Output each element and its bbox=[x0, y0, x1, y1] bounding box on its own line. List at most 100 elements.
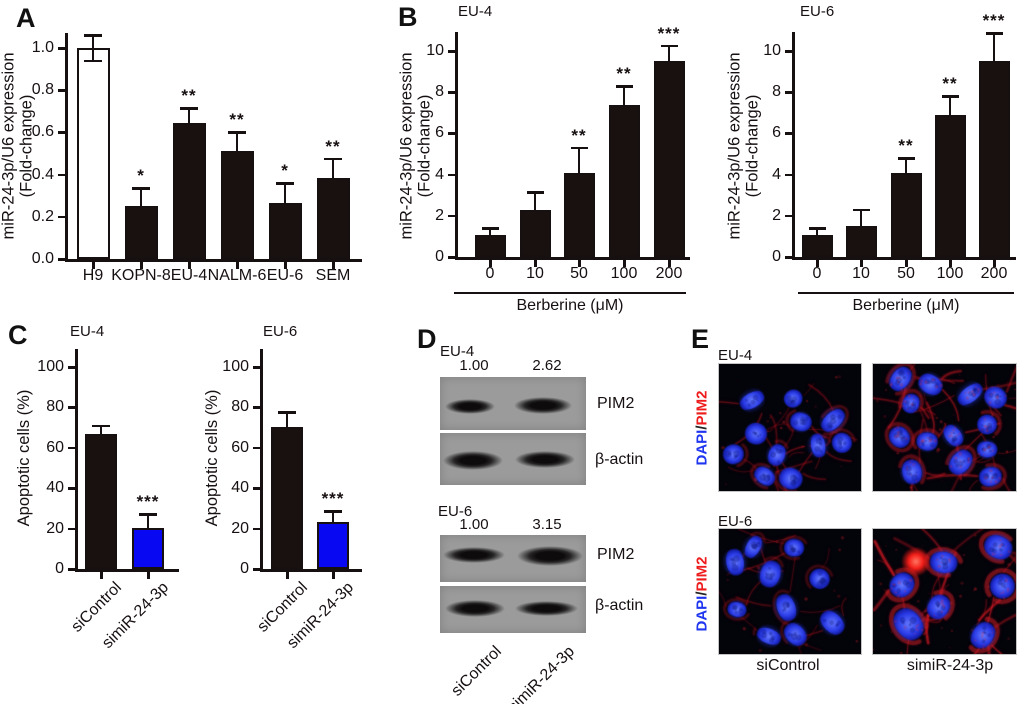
error-bar bbox=[332, 511, 334, 522]
y-tick bbox=[253, 568, 260, 571]
y-axis bbox=[75, 348, 78, 572]
x-tick bbox=[147, 572, 150, 579]
bar-NALM-6 bbox=[220, 151, 254, 259]
y-tick bbox=[58, 47, 65, 50]
x-tick bbox=[668, 260, 671, 267]
y-tick-label: 8 bbox=[772, 83, 781, 101]
y-tick bbox=[448, 214, 455, 218]
y-tick-label: 10 bbox=[763, 42, 781, 59]
micrograph-eu4-simir-24-3p bbox=[872, 363, 1017, 492]
error-cap bbox=[852, 208, 870, 212]
bar-10 bbox=[519, 209, 551, 257]
x-tick-label: 100 bbox=[610, 265, 638, 282]
column-label-sicontrol: siControl bbox=[756, 657, 820, 674]
blot-label: β-actin bbox=[595, 597, 644, 614]
error-bar bbox=[534, 192, 536, 210]
blot-eu6-pim2 bbox=[440, 535, 586, 582]
bar-simiR-24-3p bbox=[317, 521, 349, 569]
x-tick bbox=[949, 260, 952, 267]
y-tick-label: 0.4 bbox=[31, 165, 54, 183]
y-tick-label: 80 bbox=[46, 398, 64, 416]
y-tick bbox=[58, 173, 65, 177]
error-bar bbox=[188, 108, 190, 123]
panel-a-label: A bbox=[16, 3, 36, 33]
protein-band bbox=[443, 547, 505, 563]
error-cap bbox=[92, 424, 110, 428]
protein-band bbox=[443, 450, 503, 470]
error-bar bbox=[860, 209, 862, 227]
x-tick bbox=[332, 572, 335, 579]
blot-label: β-actin bbox=[595, 451, 644, 468]
error-cap bbox=[615, 85, 633, 88]
significance-marker: *** bbox=[657, 23, 681, 43]
x-tick bbox=[816, 260, 819, 267]
significance-marker: * bbox=[281, 161, 289, 181]
y-tick bbox=[785, 132, 792, 135]
y-tick bbox=[253, 527, 260, 531]
y-tick bbox=[58, 89, 65, 92]
x-tick bbox=[332, 262, 335, 269]
y-tick bbox=[68, 446, 75, 450]
y-tick-label: 100 bbox=[37, 358, 64, 375]
x-tick bbox=[860, 260, 863, 267]
significance-marker: ** bbox=[898, 136, 914, 156]
error-bar bbox=[140, 188, 142, 207]
x-tick bbox=[489, 260, 492, 267]
x-tick-label: 0 bbox=[485, 265, 495, 282]
x-tick-label: EU-4 bbox=[170, 267, 208, 284]
y-tick bbox=[58, 215, 65, 219]
y-tick-label: 10 bbox=[426, 42, 444, 59]
bar-siControl bbox=[85, 433, 117, 569]
x-tick-label: 10 bbox=[852, 265, 870, 282]
panel-d-label: D bbox=[417, 324, 437, 354]
protein-band bbox=[514, 396, 572, 414]
y-tick bbox=[448, 132, 455, 135]
error-cap bbox=[84, 34, 102, 37]
chart-title: EU-4 bbox=[458, 3, 493, 20]
y-tick bbox=[68, 406, 75, 409]
y-tick-label: 8 bbox=[435, 83, 444, 101]
y-tick-label: 2 bbox=[435, 206, 444, 224]
y-tick bbox=[448, 256, 455, 259]
column-label-simir: simiR-24-3p bbox=[906, 657, 994, 674]
panel-e-label: E bbox=[691, 324, 710, 354]
error-bar bbox=[816, 228, 818, 236]
y-tick-label: 0.6 bbox=[31, 123, 54, 141]
x-group-line bbox=[798, 292, 1014, 294]
error-cap bbox=[570, 146, 588, 150]
error-bar bbox=[905, 158, 907, 173]
error-cap bbox=[985, 32, 1003, 35]
blot-eu4-pim2 bbox=[440, 377, 586, 430]
y-tick bbox=[68, 527, 75, 531]
y-tick bbox=[785, 214, 792, 218]
x-group-line bbox=[454, 292, 686, 294]
y-tick bbox=[253, 366, 260, 369]
x-axis bbox=[65, 259, 362, 262]
y-tick bbox=[253, 406, 260, 409]
dapi-label: DAPI bbox=[693, 595, 711, 632]
x-tick bbox=[188, 262, 191, 269]
y-tick bbox=[253, 487, 260, 490]
x-tick-label: 200 bbox=[655, 265, 683, 282]
blot-cellline-eu6: EU-6 bbox=[438, 503, 473, 520]
significance-marker: * bbox=[137, 166, 145, 186]
y-axis bbox=[260, 348, 263, 572]
bar-200 bbox=[978, 61, 1010, 257]
y-tick bbox=[68, 487, 75, 490]
error-cap bbox=[139, 513, 157, 516]
error-bar bbox=[332, 158, 334, 178]
y-tick bbox=[448, 50, 455, 53]
y-axis bbox=[65, 33, 68, 262]
x-tick bbox=[236, 262, 239, 269]
y-axis bbox=[792, 32, 795, 260]
bar-0 bbox=[801, 235, 833, 257]
error-cap bbox=[324, 510, 342, 513]
y-tick bbox=[785, 173, 792, 177]
protein-band bbox=[517, 546, 583, 566]
error-cap bbox=[897, 157, 915, 160]
error-bar bbox=[286, 412, 288, 427]
error-bar bbox=[100, 425, 102, 434]
x-tick-label: SEM bbox=[315, 267, 351, 284]
bar-50 bbox=[563, 172, 595, 257]
